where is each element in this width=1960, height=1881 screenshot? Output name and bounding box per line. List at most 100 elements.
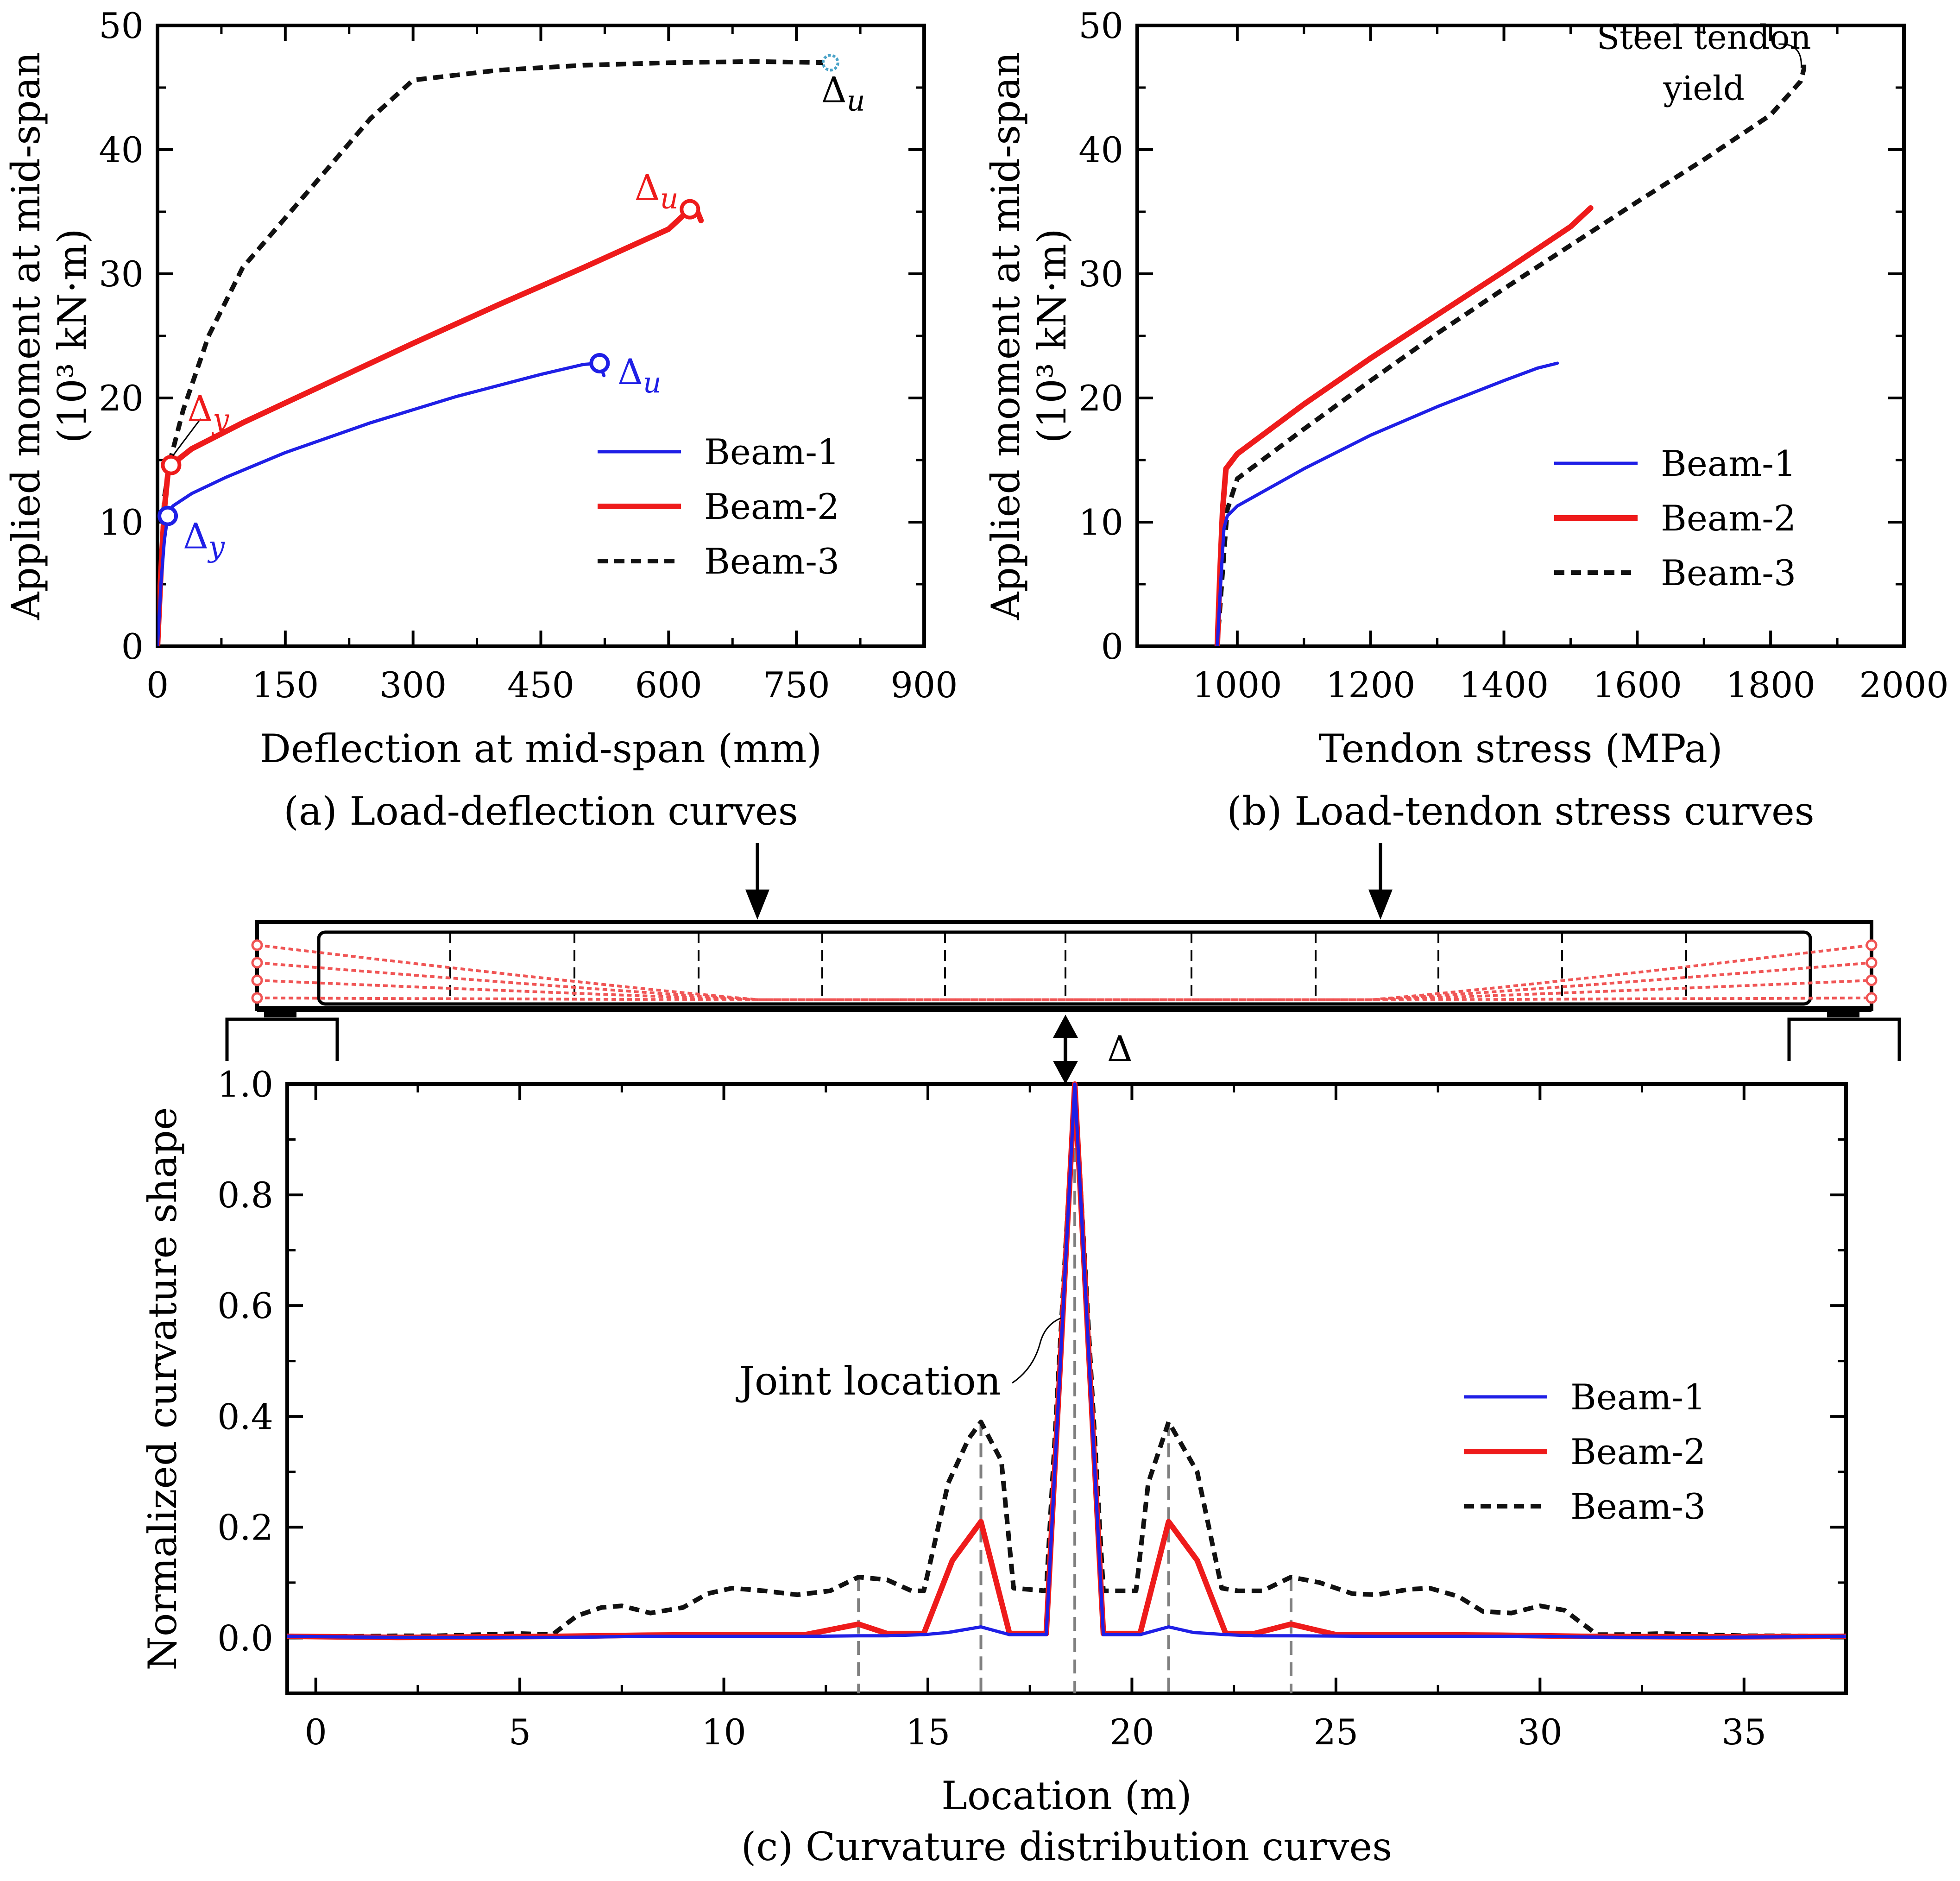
annotation-joint-location: Joint location (735, 1358, 1001, 1404)
x-tick-label: 1400 (1459, 664, 1549, 706)
plot-area (1214, 60, 1807, 646)
chart-caption: (b) Load-tendon stress curves (1227, 789, 1815, 834)
y-tick-label: 50 (1078, 5, 1123, 46)
x-tick-label: 900 (890, 664, 958, 706)
legend-label: Beam-1 (1570, 1376, 1706, 1418)
legend-label: Beam-2 (1570, 1431, 1706, 1472)
tendon-profile (257, 979, 1872, 1001)
legend: Beam-1 Beam-2 Beam-3 (1464, 1376, 1706, 1527)
y-tick-label: 40 (1078, 129, 1123, 170)
bearing-right (1827, 1009, 1859, 1017)
legend-label: Beam-1 (1661, 443, 1796, 484)
y-tick-label: 0.6 (217, 1285, 273, 1326)
y-tick-label: 0.8 (217, 1174, 273, 1216)
y-tick-label: 20 (99, 378, 144, 419)
legend-label: Beam-1 (704, 431, 839, 473)
x-axis-label: Tendon stress (MPa) (1318, 726, 1722, 771)
y-tick-label: 10 (1078, 502, 1123, 543)
y-tick-label: 40 (99, 129, 144, 170)
series-line-beam-1 (1216, 361, 1559, 646)
tendon-anchor (1865, 974, 1878, 986)
x-tick-label: 15 (906, 1711, 951, 1753)
x-tick-label: 35 (1721, 1711, 1766, 1753)
tendon-anchor (251, 939, 263, 951)
legend-label: Beam-3 (1661, 552, 1796, 593)
tendon-anchor (251, 992, 263, 1004)
x-tick-label: 2000 (1859, 664, 1948, 706)
legend: Beam-1 Beam-2 Beam-3 (598, 431, 839, 582)
marker-beam3-ultimate (821, 54, 839, 72)
tendon-profile (257, 997, 1872, 1001)
leader-line (1778, 43, 1802, 68)
support-left (225, 1017, 339, 1061)
x-tick-label: 1600 (1593, 664, 1682, 706)
marker-beam1-yield (158, 505, 178, 526)
annotation-tendon-yield-line1: Steel tendon (1597, 18, 1811, 57)
y-axis-label: Normalized curvature shape (140, 1107, 185, 1670)
plot-area (158, 54, 839, 646)
series-line-beam-3 (1215, 60, 1807, 646)
legend-label: Beam-2 (1661, 498, 1796, 539)
chart-caption: (a) Load-deflection curves (284, 789, 798, 834)
annotation-beam1-dy: Δy (183, 516, 225, 564)
y-tick-label: 30 (99, 253, 144, 295)
y-axis-label: Applied moment at mid-span (983, 52, 1028, 621)
tendon-profile (257, 944, 1872, 1001)
beam-outline (255, 920, 1873, 1011)
legend-label: Beam-3 (704, 541, 839, 582)
support-right (1787, 1017, 1901, 1061)
plot-frame (285, 1082, 1848, 1695)
y-tick-label: 0.2 (217, 1507, 273, 1548)
y-tick-label: 1.0 (217, 1064, 273, 1105)
legend-label: Beam-3 (1570, 1486, 1706, 1527)
beam-diagram: Δ (225, 843, 1901, 1084)
tendon-anchor (1865, 992, 1878, 1004)
x-tick-label: 750 (763, 664, 830, 706)
y-axis-unit: (10³ kN·m) (50, 228, 95, 443)
load-arrow-head (745, 890, 769, 920)
series-line-beam-2 (1214, 205, 1594, 646)
chart-b-load-tendon-stress: 1000 1200 1400 1600 1800 2000 0 10 20 30 40 50 Tendo… (983, 5, 1949, 834)
x-tick-label: 1800 (1726, 664, 1815, 706)
load-arrow-head (1368, 890, 1393, 920)
marker-beam1-ultimate (589, 353, 610, 373)
y-tick-label: 0.0 (217, 1617, 273, 1659)
deflection-arrow-head-up (1053, 1015, 1078, 1038)
x-tick-label: 600 (635, 664, 702, 706)
x-tick-label: 5 (509, 1711, 531, 1753)
y-tick-label: 30 (1078, 253, 1123, 295)
x-tick-label: 1000 (1192, 664, 1282, 706)
x-tick-label: 450 (507, 664, 574, 706)
chart-a-load-deflection: 0 150 300 450 600 750 900 0 10 20 30 40 50 Deflection… (3, 5, 958, 834)
marker-beam2-yield (161, 454, 182, 475)
y-tick-label: 0.4 (217, 1396, 273, 1437)
chart-caption: (c) Curvature distribution curves (741, 1824, 1393, 1869)
annotation-beam3-du: Δu (821, 69, 865, 117)
x-tick-label: 1200 (1326, 664, 1415, 706)
chart-c-curvature-distribution: 0 5 10 15 20 25 30 35 0.0 0.2 0.4 0.6 0.8 1.0 Location… (140, 1064, 1848, 1869)
annotation-beam1-du: Δu (618, 351, 662, 399)
y-tick-label: 20 (1078, 378, 1123, 419)
series-line-beam-1 (287, 1082, 1846, 1639)
y-tick-label: 0 (121, 626, 144, 667)
y-tick-label: 50 (99, 5, 144, 46)
tendon-anchor (251, 974, 263, 986)
series-line-beam-3 (287, 1082, 1846, 1639)
x-tick-label: 25 (1314, 1711, 1359, 1753)
annotation-beam2-du: Δu (635, 167, 679, 215)
y-tick-label: 0 (1101, 626, 1123, 667)
series-line-beam-2 (287, 1081, 1846, 1641)
annotation-beam2-dy: Δy (187, 388, 229, 436)
x-tick-label: 10 (701, 1711, 746, 1753)
tendon-anchor (1865, 957, 1878, 969)
x-tick-label: 0 (304, 1711, 327, 1753)
tendon-anchor (1865, 939, 1878, 951)
plot-area (287, 1081, 1846, 1693)
tendon-anchor (251, 957, 263, 969)
y-tick-label: 10 (99, 502, 144, 543)
bearing-left (264, 1009, 296, 1017)
x-tick-label: 0 (146, 664, 169, 706)
series-line-beam-1 (158, 361, 606, 646)
tendon-profile (257, 961, 1872, 1001)
deflection-arrow-head-down (1053, 1061, 1078, 1084)
